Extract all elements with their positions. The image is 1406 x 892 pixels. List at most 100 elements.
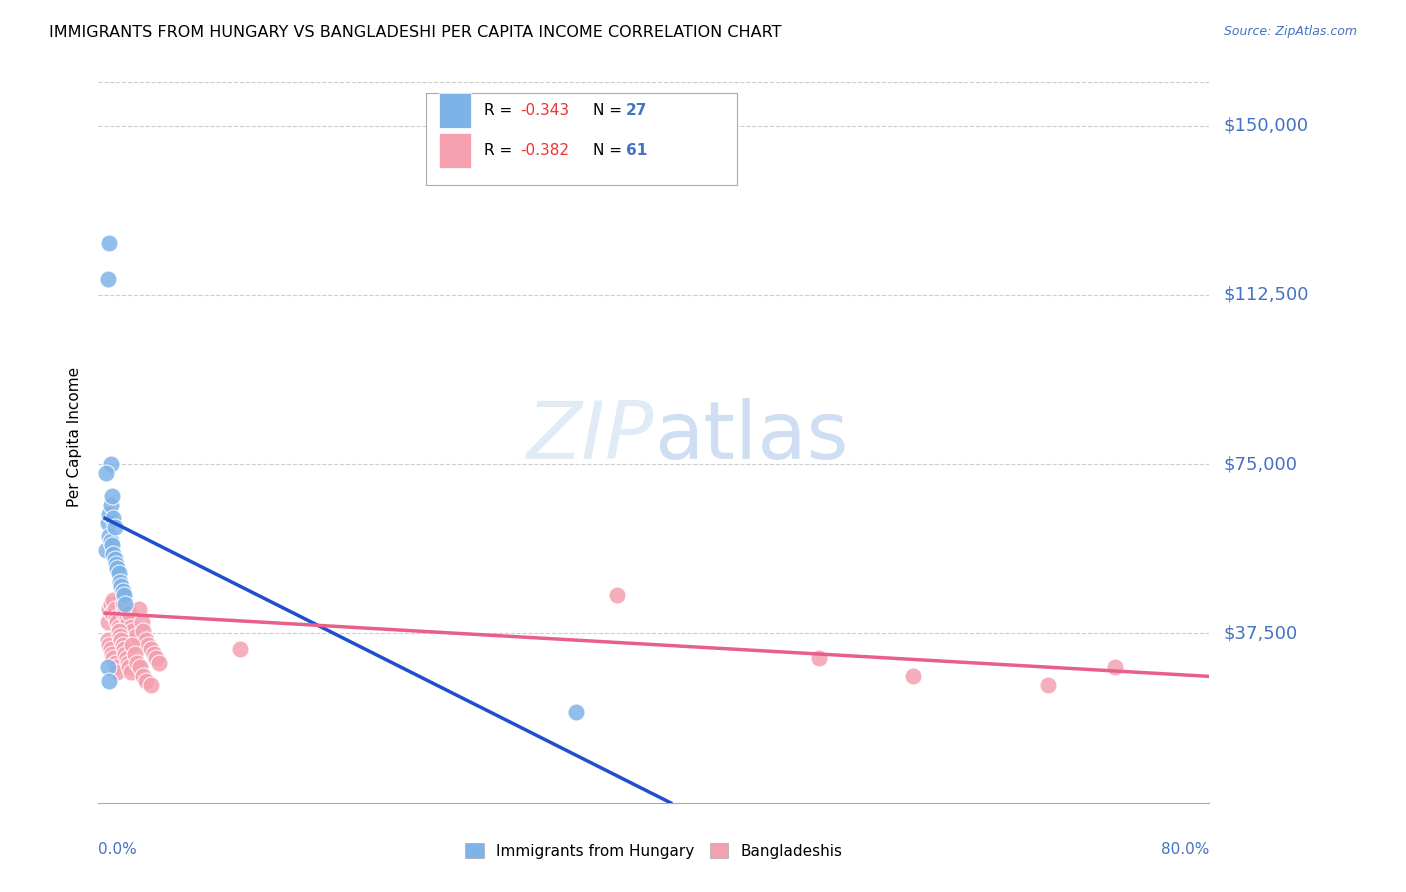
Point [100,597,122,611]
Text: N =: N = [593,103,627,118]
Point [103,592,125,607]
Point [110,629,132,643]
Bar [440,93,471,128]
Point [110,579,132,593]
Text: 80.0%: 80.0% [1161,842,1209,856]
Text: R =: R = [484,144,517,158]
Point [135,673,157,688]
Point [229,642,252,657]
Point [112,642,135,657]
Point [124,633,146,648]
Point [1036,678,1059,692]
Point [104,557,127,571]
Point [98,673,121,688]
Point [114,597,136,611]
Point [117,656,139,670]
Text: Source: ZipAtlas.com: Source: ZipAtlas.com [1223,25,1357,38]
Point [105,561,128,575]
Point [111,597,134,611]
Point [121,624,143,639]
Point [97,516,120,530]
Point [97,633,120,648]
Point [103,548,125,562]
Point [107,566,129,580]
Point [131,615,153,630]
Text: IMMIGRANTS FROM HUNGARY VS BANGLADESHI PER CAPITA INCOME CORRELATION CHART: IMMIGRANTS FROM HUNGARY VS BANGLADESHI P… [49,25,782,40]
Point [108,574,131,589]
Point [104,610,127,624]
Text: $112,500: $112,500 [1223,285,1309,304]
Point [111,638,134,652]
Point [104,660,127,674]
Point [111,583,134,598]
Point [115,610,138,624]
Point [98,529,121,543]
Point [103,552,125,566]
Point [105,665,128,679]
Point [136,638,159,652]
Point [148,656,170,670]
Text: 0.0%: 0.0% [98,842,138,856]
Point [125,629,148,643]
Point [98,507,121,521]
Point [100,498,122,512]
Bar [440,133,471,169]
Point [100,533,122,548]
Text: atlas: atlas [654,398,848,476]
Point [101,647,124,661]
Point [117,615,139,630]
Point [101,538,124,552]
Point [132,624,155,639]
Text: -0.382: -0.382 [520,144,569,158]
Point [565,706,588,720]
Text: $37,500: $37,500 [1223,624,1298,642]
Point [110,633,132,648]
Point [139,678,162,692]
Text: ZIP: ZIP [526,398,654,476]
Text: -0.343: -0.343 [520,103,569,118]
Point [1104,660,1126,674]
Text: N =: N = [593,144,627,158]
Point [97,272,120,286]
Point [807,651,830,665]
Point [107,620,129,634]
Point [98,235,121,250]
Point [118,606,141,620]
Point [103,601,125,615]
Point [103,651,125,665]
Point [100,457,122,471]
Point [139,642,162,657]
Point [127,656,149,670]
Point [145,651,167,665]
Point [901,669,924,683]
Text: R =: R = [484,103,517,118]
Point [97,615,120,630]
Point [103,656,125,670]
Point [108,629,131,643]
Point [124,647,146,661]
Text: $150,000: $150,000 [1223,117,1308,135]
Point [128,601,150,615]
Point [96,543,118,558]
Point [115,651,138,665]
Point [114,647,136,661]
Point [97,660,120,674]
Point [96,466,118,480]
Y-axis label: Per Capita Income: Per Capita Income [67,367,83,508]
Point [112,588,135,602]
Point [132,669,155,683]
Text: 27: 27 [626,103,647,118]
Point [142,647,165,661]
Point [118,660,141,674]
Point [101,606,124,620]
Point [100,642,122,657]
Point [120,665,142,679]
Point [108,624,131,639]
Point [107,624,129,639]
Point [129,660,152,674]
Point [606,588,628,602]
Bar [426,94,737,185]
Legend: Immigrants from Hungary, Bangladeshis: Immigrants from Hungary, Bangladeshis [460,837,848,864]
Text: 61: 61 [626,144,647,158]
Point [101,489,124,503]
